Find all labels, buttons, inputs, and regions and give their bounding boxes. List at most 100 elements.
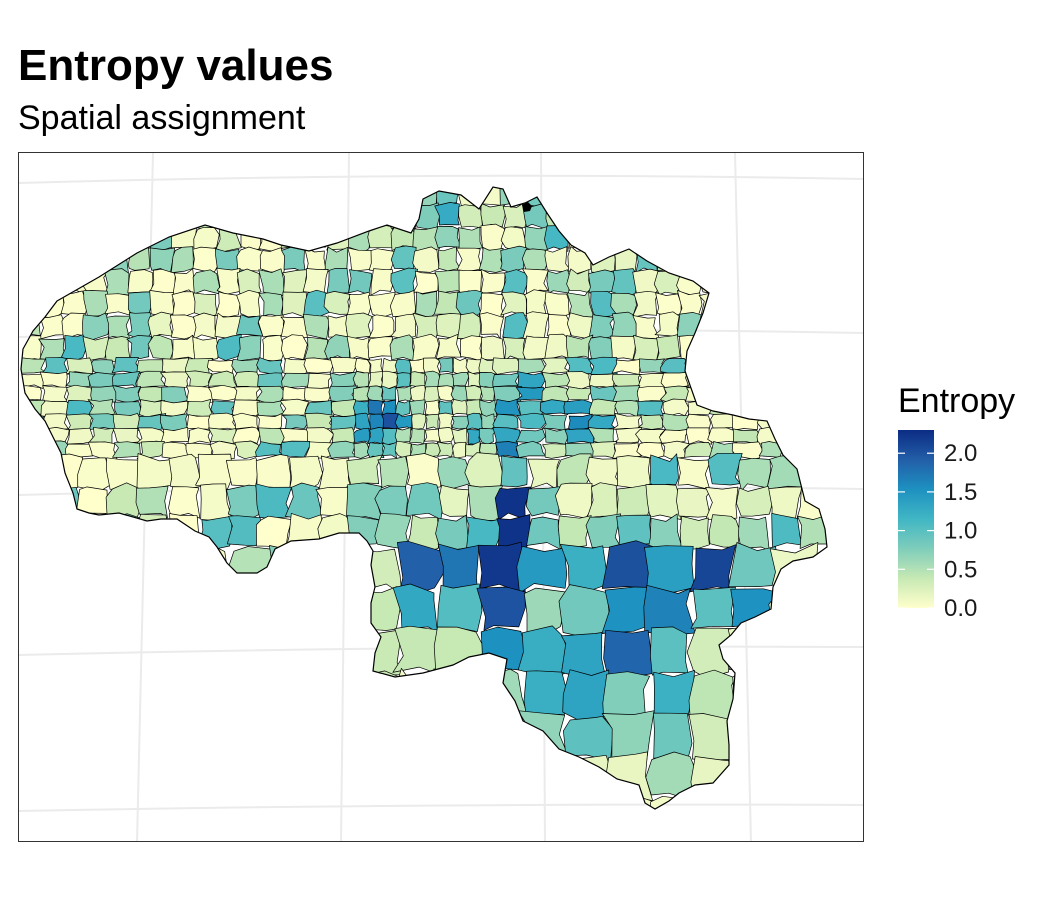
municipality-region	[256, 385, 286, 404]
municipality-region	[306, 373, 334, 390]
municipality-region	[676, 487, 712, 518]
municipality-region	[88, 426, 115, 445]
enclave-marker	[522, 202, 532, 212]
municipality-region	[61, 334, 88, 362]
municipality-region	[540, 357, 570, 375]
municipality-region	[377, 456, 410, 489]
municipality-region	[412, 333, 440, 362]
municipality-region	[438, 246, 461, 272]
municipality-region	[126, 335, 152, 360]
municipality-region	[688, 713, 733, 761]
municipality-region	[171, 291, 197, 318]
municipality-region	[192, 312, 218, 340]
municipality-region	[405, 453, 442, 490]
municipality-region	[282, 291, 308, 318]
municipality-region	[216, 334, 242, 361]
plot-subtitle: Spatial assignment	[18, 99, 306, 137]
municipality-region	[281, 334, 308, 361]
municipality-region	[659, 428, 690, 444]
municipality-region	[434, 226, 462, 249]
municipality-region	[304, 387, 334, 402]
municipality-region	[147, 335, 174, 360]
municipality-region	[65, 371, 94, 388]
municipality-region	[494, 486, 532, 521]
municipality-region	[415, 291, 438, 319]
municipality-region	[413, 270, 439, 294]
municipality-region	[192, 246, 221, 273]
municipality-region	[236, 246, 264, 272]
municipality-region	[392, 625, 440, 675]
municipality-region	[412, 226, 440, 252]
municipality-region	[225, 546, 277, 588]
municipality-region	[435, 333, 462, 360]
municipality-region	[768, 585, 817, 631]
municipality-region	[451, 415, 470, 430]
municipality-region	[556, 453, 592, 489]
legend-tick-label: 1.5	[944, 479, 977, 506]
legend: Entropy 0.0 0.5 1.0 1.5 2.0	[898, 384, 1038, 624]
municipality-region	[186, 385, 214, 404]
municipality-region	[451, 427, 468, 446]
municipality-region	[346, 454, 383, 486]
municipality-region	[756, 414, 786, 430]
municipality-region	[515, 440, 547, 458]
municipality-region	[187, 427, 212, 446]
municipality-region	[350, 586, 403, 631]
municipality-region	[434, 202, 460, 226]
municipality-region	[480, 203, 506, 228]
municipality-region	[660, 358, 689, 375]
municipality-region	[394, 427, 412, 443]
municipality-region	[708, 514, 740, 548]
municipality-region	[645, 484, 682, 520]
municipality-region	[437, 412, 454, 430]
graticule-line	[19, 174, 863, 184]
municipality-region	[464, 452, 504, 489]
municipality-region	[684, 442, 715, 458]
municipality-region	[236, 314, 264, 337]
municipality-region	[631, 290, 659, 318]
municipality-region	[302, 268, 329, 294]
legend-tick-label: 0.0	[944, 595, 977, 622]
municipality-region	[560, 544, 608, 591]
municipality-region	[282, 385, 310, 401]
municipality-region	[737, 457, 771, 491]
municipality-region	[546, 269, 571, 294]
municipality-region	[395, 372, 411, 389]
municipality-region	[685, 385, 715, 403]
municipality-region	[112, 441, 142, 458]
municipality-region	[677, 290, 703, 317]
municipality-region	[396, 540, 445, 593]
municipality-region	[232, 426, 261, 445]
municipality-region	[366, 385, 385, 402]
municipality-region	[236, 268, 262, 297]
municipality-region	[236, 289, 261, 317]
municipality-region	[465, 385, 483, 402]
municipality-region	[127, 269, 154, 294]
municipality-region	[160, 371, 191, 388]
municipality-region	[481, 413, 495, 431]
municipality-region	[690, 586, 736, 629]
municipality-region	[327, 440, 358, 459]
municipality-region	[585, 456, 622, 488]
municipality-region	[390, 313, 417, 340]
municipality-region	[660, 372, 691, 389]
municipality-region	[437, 373, 455, 389]
municipality-region	[465, 412, 484, 431]
municipality-region	[318, 455, 351, 490]
municipality-region	[539, 399, 571, 416]
municipality-region	[500, 245, 528, 273]
municipality-region	[195, 453, 234, 490]
municipality-region	[480, 268, 506, 294]
municipality-region	[499, 187, 528, 207]
municipality-region	[492, 372, 521, 388]
country-outline	[20, 186, 828, 810]
municipality-region	[476, 586, 526, 631]
municipality-region	[677, 312, 702, 338]
municipality-region	[456, 187, 484, 209]
municipality-region	[771, 513, 803, 548]
municipality-region	[635, 246, 658, 274]
municipality-region	[679, 334, 702, 362]
municipality-region	[354, 358, 371, 375]
municipality-region	[91, 359, 116, 375]
legend-colorbar: 0.0 0.5 1.0 1.5 2.0	[898, 430, 977, 622]
